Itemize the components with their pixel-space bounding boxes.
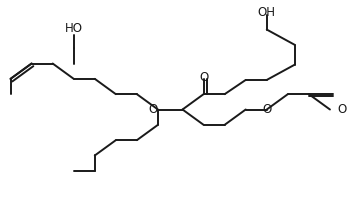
Text: O: O: [149, 103, 158, 116]
Text: O: O: [199, 71, 208, 84]
Text: O: O: [262, 103, 271, 116]
Text: O: O: [337, 103, 346, 116]
Text: HO: HO: [65, 22, 83, 35]
Text: OH: OH: [258, 5, 276, 19]
